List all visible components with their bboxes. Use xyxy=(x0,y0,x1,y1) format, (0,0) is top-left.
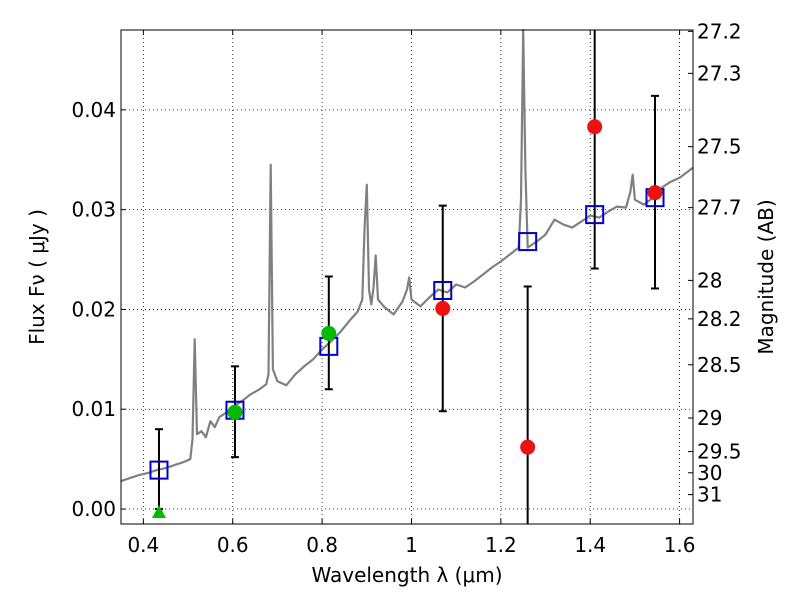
y-tick-label: 0.03 xyxy=(71,198,116,222)
magnitude-tick-label: 28 xyxy=(697,268,722,292)
x-tick-label: 1.6 xyxy=(664,533,696,557)
magnitude-tick-label: 30 xyxy=(697,461,722,485)
magnitude-tick-label: 29 xyxy=(697,406,722,430)
markers-layer xyxy=(149,119,665,519)
y-tick-label: 0.04 xyxy=(71,98,116,122)
x-tick-label: 0.6 xyxy=(217,533,249,557)
magnitude-tick-label: 29.5 xyxy=(697,440,742,464)
grid-lines xyxy=(121,30,693,524)
magnitude-axis-label: Magnitude (AB) xyxy=(754,199,778,354)
x-tick-label: 1 xyxy=(405,533,418,557)
model-square-marker xyxy=(585,205,605,225)
magnitude-tick-label: 27.5 xyxy=(697,135,742,159)
magnitude-tick-label: 31 xyxy=(697,483,722,507)
green-detection-marker xyxy=(321,325,337,341)
y-tick-label: 0.01 xyxy=(71,397,116,421)
magnitude-tick-label: 27.2 xyxy=(697,19,742,43)
y-tick-label: 0.00 xyxy=(71,497,116,521)
spectrum-layer xyxy=(120,28,694,483)
error-bars-layer xyxy=(154,30,660,524)
model-square-marker xyxy=(433,280,453,300)
magnitude-tick-label: 28.5 xyxy=(697,353,742,377)
x-tick-label: 1.4 xyxy=(574,533,606,557)
x-axis-label: Wavelength λ (μm) xyxy=(311,563,502,587)
red-flux-marker xyxy=(520,439,536,455)
magnitude-tick-label: 28.2 xyxy=(697,307,742,331)
x-tick-label: 1.2 xyxy=(485,533,517,557)
x-tick-label: 0.8 xyxy=(306,533,338,557)
magnitude-tick-label: 27.3 xyxy=(697,61,742,85)
magnitude-tick-label: 27.7 xyxy=(697,196,742,220)
y-tick-label: 0.02 xyxy=(71,297,116,321)
spectrum-line xyxy=(120,28,694,483)
plot-frame xyxy=(120,29,694,525)
x-tick-label: 0.4 xyxy=(127,533,159,557)
green-detection-marker xyxy=(227,404,243,420)
axis-ticks: 0.4 0.6 0.8 1 1.2 1.4 1.6 0.00 0.01 0.02 0.03 0.04 2… xyxy=(71,19,741,557)
model-square-marker xyxy=(149,460,169,480)
model-square-marker xyxy=(518,232,538,252)
green-triangle-marker xyxy=(151,505,166,519)
red-flux-marker xyxy=(435,300,451,316)
red-flux-marker xyxy=(587,119,603,135)
red-flux-marker xyxy=(647,185,663,201)
y-axis-label: Flux Fν ( μJy ) xyxy=(25,209,49,345)
